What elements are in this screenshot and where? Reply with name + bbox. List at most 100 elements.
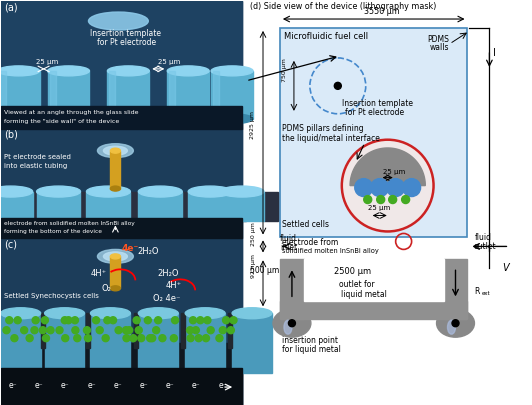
Circle shape [193,327,200,334]
Circle shape [6,317,13,324]
Circle shape [11,335,18,342]
Bar [138,313,178,373]
Bar [45,313,85,373]
Bar [130,192,144,222]
Bar [138,192,182,222]
Bar [135,313,138,348]
Bar [211,71,253,119]
Circle shape [32,317,39,324]
Circle shape [61,317,68,324]
Circle shape [39,327,46,334]
Circle shape [72,327,79,334]
Circle shape [230,317,237,324]
Text: solidified molten InSnBi alloy: solidified molten InSnBi alloy [282,248,379,254]
Ellipse shape [45,308,85,319]
Circle shape [197,317,204,324]
Bar [87,313,90,348]
Bar [80,192,95,222]
Bar [111,151,120,189]
Circle shape [187,327,194,334]
Text: forming the bottom of the device: forming the bottom of the device [4,230,102,234]
Bar [90,313,130,373]
Text: 4H⁺: 4H⁺ [165,281,181,290]
Bar [1,129,242,239]
Text: R: R [475,287,480,296]
Circle shape [126,327,132,334]
Text: (a): (a) [4,2,18,12]
Ellipse shape [111,254,120,259]
Circle shape [195,335,202,342]
Ellipse shape [220,186,264,197]
Circle shape [207,327,214,334]
Circle shape [342,140,434,232]
Text: Viewed at an angle through the glass slide: Viewed at an angle through the glass sli… [4,110,138,115]
Ellipse shape [47,114,89,124]
Text: (b): (b) [4,130,18,140]
Bar [87,192,130,222]
Ellipse shape [107,114,149,124]
Circle shape [403,179,421,196]
Text: liquid metal: liquid metal [341,290,387,299]
Ellipse shape [0,186,32,197]
Circle shape [56,327,63,334]
Circle shape [219,327,226,334]
Bar [0,71,39,119]
Bar [228,313,232,348]
Bar [1,1,242,405]
Circle shape [62,335,69,342]
Text: forming the "side wall" of the device: forming the "side wall" of the device [4,119,119,124]
Bar [1,106,242,129]
Bar [304,259,444,301]
Bar [32,192,47,222]
Text: electrode from solidified molten InSnBi alloy: electrode from solidified molten InSnBi … [4,222,135,226]
Bar [185,313,225,373]
Circle shape [371,179,389,196]
Circle shape [153,327,160,334]
Text: 2500 μm: 2500 μm [334,267,371,276]
Bar [473,252,493,284]
Circle shape [377,196,385,204]
Text: fluid: fluid [475,233,492,243]
Circle shape [85,335,92,342]
Ellipse shape [103,252,127,261]
Circle shape [14,317,21,324]
Bar [1,1,242,129]
Circle shape [144,317,151,324]
Text: for Pt electrode: for Pt electrode [345,108,404,117]
Circle shape [204,317,211,324]
Circle shape [21,327,28,334]
Bar [167,71,209,119]
Text: 25 μm: 25 μm [368,205,390,211]
Text: 3550 μm: 3550 μm [364,7,400,16]
Circle shape [389,196,397,204]
Ellipse shape [87,186,130,197]
Circle shape [227,327,235,334]
Circle shape [364,196,372,204]
Circle shape [402,196,410,204]
Text: 25 μm: 25 μm [383,168,405,175]
Text: outlet for: outlet for [339,280,375,289]
Text: 25 μm: 25 μm [159,59,180,65]
Text: (c): (c) [4,239,16,249]
Circle shape [41,317,48,324]
Bar [1,368,242,405]
Text: 500 μm: 500 μm [250,266,279,275]
Bar [220,192,264,222]
Text: O₂: O₂ [102,284,111,293]
Ellipse shape [103,146,127,155]
Bar [0,71,6,119]
Ellipse shape [211,66,253,76]
Circle shape [133,317,140,324]
Text: 250 μm: 250 μm [251,223,256,246]
Text: e⁻: e⁻ [166,381,174,390]
Circle shape [387,179,405,196]
Circle shape [135,327,142,334]
Text: e⁻: e⁻ [9,381,18,390]
Circle shape [189,317,196,324]
Text: e⁻: e⁻ [192,381,201,390]
Circle shape [159,335,166,342]
Circle shape [187,335,194,342]
Bar [248,1,531,405]
Circle shape [43,335,49,342]
Text: e⁻: e⁻ [61,381,70,390]
